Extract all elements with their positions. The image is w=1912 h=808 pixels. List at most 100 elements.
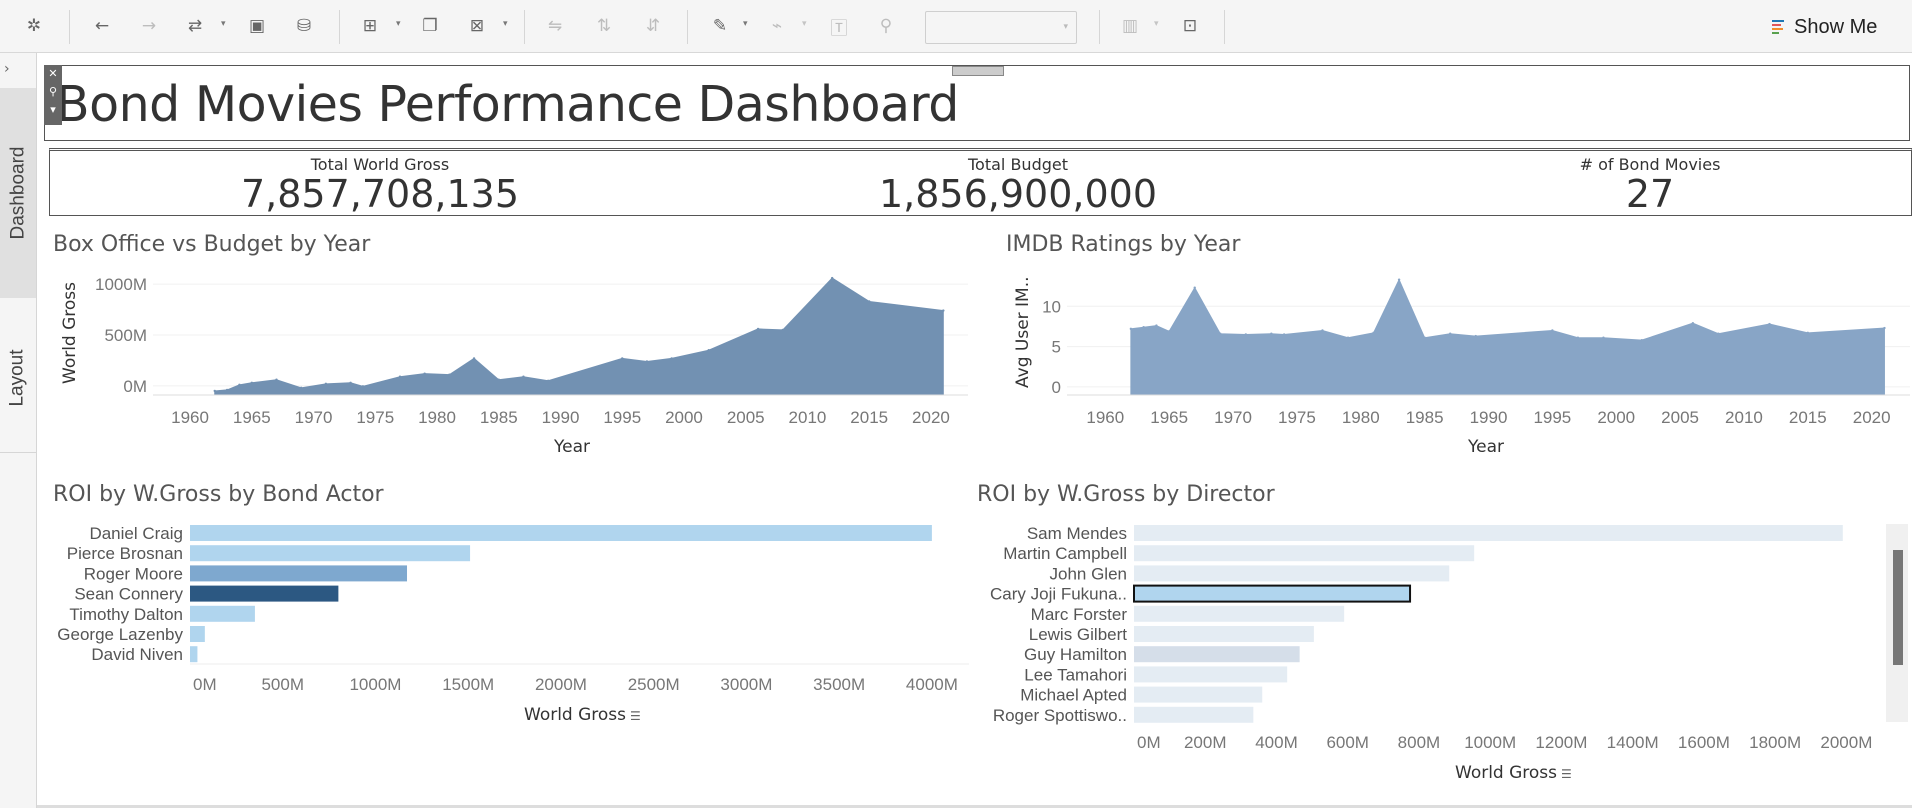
bar [1134,545,1475,562]
new-worksheet-dropdown-icon[interactable]: ▾ [396,19,401,29]
x-tick-label: 2500M [628,675,680,694]
x-tick-label: 2020 [912,408,950,427]
sort-icon[interactable]: ☰ [1561,767,1572,781]
x-axis-title: World Gross ☰ [1455,763,1572,783]
category-label: David Niven [91,645,183,664]
data-point [645,360,649,363]
data-point [756,327,760,331]
y-tick-label: 500M [104,326,147,345]
bar-chart-dropdown-icon[interactable]: ▾ [1154,19,1159,29]
category-label: Sam Mendes [1027,524,1127,543]
pin-object-icon[interactable]: ⚲ [48,85,58,98]
x-axis-title: World Gross ☰ [524,705,641,725]
data-point [1474,334,1477,338]
x-tick-label: 1970 [1214,408,1252,427]
x-tick-label: 2005 [727,408,765,427]
tableau-logo-icon[interactable]: ✲ [26,16,42,36]
x-tick-label: 1800M [1749,733,1801,752]
duplicate-icon[interactable]: ❐ [422,16,438,36]
highlight-icon[interactable]: ✎ [712,16,728,36]
data-point [1576,336,1580,339]
bar [1134,525,1843,541]
bar [190,605,255,622]
swap-icon[interactable]: ⇄ [187,16,203,36]
data-point [621,357,624,360]
x-tick-label: 1995 [603,408,641,427]
category-label: Timothy Dalton [69,605,183,624]
expand-chevron-icon[interactable]: › [4,61,10,77]
show-me-button[interactable]: Show Me [1772,12,1877,42]
tab-layout[interactable]: Layout [0,303,36,453]
data-point [1768,322,1771,326]
kpi-label: Total Budget [968,155,1068,174]
bar [190,585,339,602]
pin-icon[interactable]: ⚲ [879,16,893,36]
x-tick-label: 1960 [171,408,209,427]
x-tick-label: 3000M [720,675,772,694]
data-point [1448,332,1452,335]
x-tick-label: 1000M [349,675,401,694]
redo-icon[interactable]: → [141,16,157,36]
kpi-total-budget[interactable]: Total Budget 1,856,900,000 [828,155,1208,214]
undo-icon[interactable]: ← [94,16,110,36]
x-tick-label: 4000M [906,675,958,694]
fit-select[interactable]: ▾ [925,11,1077,44]
data-point [670,357,673,360]
area-series [214,277,944,396]
x-tick-label: 1985 [480,408,518,427]
category-label: Cary Joji Fukuna.. [990,585,1127,604]
x-tick-label: 2000 [1597,408,1635,427]
x-tick-label: 2000M [535,675,587,694]
swap-dropdown-icon[interactable]: ▾ [221,19,226,29]
title-container[interactable]: Bond Movies Performance Dashboard [44,65,1910,141]
x-tick-label: 2005 [1661,408,1699,427]
x-tick-label: 1975 [1278,408,1316,427]
presentation-icon[interactable]: ⊡ [1182,16,1198,36]
highlight-dropdown-icon[interactable]: ▾ [743,19,748,29]
bar [1134,706,1254,723]
data-point [448,373,451,376]
scrollbar-thumb[interactable] [1893,550,1903,665]
x-tick-label: 0M [193,675,217,694]
label-icon[interactable]: 🅃 [830,18,848,39]
drag-handle[interactable] [952,66,1004,76]
toolbar: ✲ ← → ⇄ ▾ ▣ ⛁ ⊞ ▾ ❐ ⊠ ▾ ⇋ ⇅ ⇵ ✎ ▾ ⌁ ▾ 🅃 … [0,0,1912,53]
y-tick-label: 5 [1052,338,1061,357]
x-tick-label: 2010 [1725,408,1763,427]
bar-chart-icon[interactable]: ▥ [1121,16,1139,36]
tab-dashboard[interactable]: Dashboard [0,88,36,298]
kpi-container: Total World Gross 7,857,708,135 Total Bu… [49,148,1912,216]
sort-icon[interactable]: ☰ [630,709,641,723]
save-icon[interactable]: ▣ [248,16,266,36]
group-dropdown-icon[interactable]: ▾ [802,19,807,29]
new-worksheet-icon[interactable]: ⊞ [362,16,378,36]
data-point [1282,333,1286,336]
show-me-icon [1772,19,1786,35]
data-point [1883,326,1886,330]
data-point [707,349,710,352]
clear-dropdown-icon[interactable]: ▾ [503,19,508,29]
data-point [1193,286,1196,289]
close-icon[interactable]: ✕ [48,67,58,80]
x-tick-label: 1980 [1342,408,1380,427]
director-scrollbar[interactable] [1886,524,1908,722]
swap-rows-columns-icon[interactable]: ⇋ [547,16,563,36]
sort-ascending-icon[interactable]: ⇅ [596,16,612,36]
category-label: John Glen [1050,564,1128,583]
sort-descending-icon[interactable]: ⇵ [645,16,661,36]
group-icon[interactable]: ⌁ [771,16,783,36]
x-tick-label: 1400M [1607,733,1659,752]
data-point [522,375,525,378]
new-datasource-icon[interactable]: ⛁ [296,16,312,36]
bar [1134,605,1345,622]
more-options-icon[interactable]: ▾ [50,103,56,116]
kpi-total-world-gross[interactable]: Total World Gross 7,857,708,135 [200,155,560,214]
kpi-bond-movie-count[interactable]: # of Bond Movies 27 [1480,155,1820,214]
kpi-value: 27 [1625,172,1675,216]
clear-sheet-icon[interactable]: ⊠ [469,16,485,36]
x-tick-label: 800M [1398,733,1441,752]
